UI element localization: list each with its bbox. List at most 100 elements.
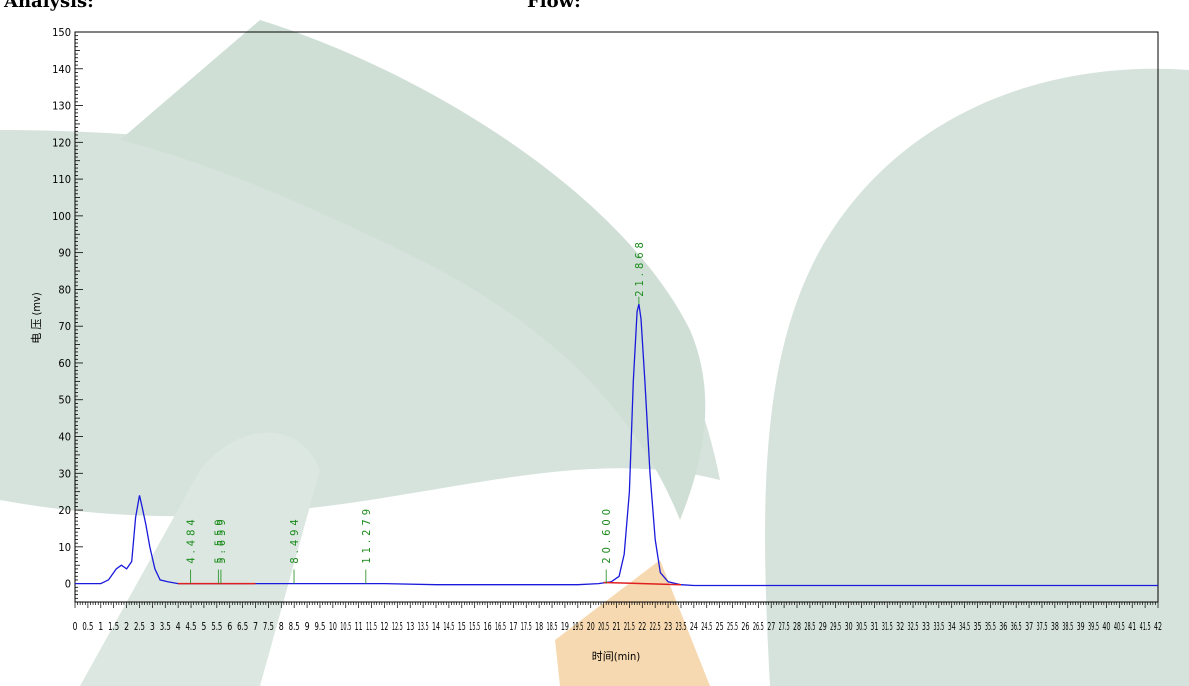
peak-label: 8.494 [288,515,301,563]
x-tick-label: 6 [227,620,232,633]
y-tick-label: 20 [58,504,71,517]
x-tick-label: 29.5 [830,620,841,633]
peak-label: 5.659 [215,515,228,563]
y-tick-label: 80 [58,283,71,296]
x-tick-label: 12 [380,620,388,633]
x-tick-label: 19 [561,620,569,633]
x-tick-label: 11.5 [366,620,377,633]
x-tick-label: 32.5 [908,620,919,633]
header-left-text: Analysis: [4,0,94,12]
x-tick-label: 36 [999,620,1007,633]
x-tick-label: 17.5 [521,620,532,633]
y-tick-label: 150 [52,26,71,39]
x-tick-label: 19.5 [572,620,583,633]
x-tick-label: 12.5 [392,620,403,633]
x-tick-label: 41.5 [1140,620,1151,633]
peak-label: 5.559 [212,515,225,563]
x-tick-label: 37.5 [1036,620,1047,633]
x-tick-label: 39 [1077,620,1085,633]
x-tick-label: 31.5 [882,620,893,633]
x-tick-label: 32 [896,620,904,633]
x-tick-label: 7 [253,620,258,633]
peak-label: 20.600 [600,505,613,564]
x-tick-label: 16.5 [495,620,506,633]
x-tick-label: 4 [176,620,181,633]
x-tick-label: 26 [741,620,749,633]
y-tick-label: 90 [58,247,71,260]
peak-label: 4.484 [185,515,198,563]
x-tick-label: 38 [1051,620,1059,633]
y-axis: 0 10 20 30 40 50 60 70 80 90 100 110 120 130 140 150 [52,26,83,603]
peak-label: 11.279 [360,505,373,564]
y-tick-label: 140 [52,63,71,76]
x-tick-label: 37 [1025,620,1033,633]
x-tick-label: 42 [1154,620,1162,633]
x-tick-label: 23.5 [675,620,686,633]
x-tick-label: 22 [638,620,646,633]
y-tick-label: 70 [58,320,71,333]
signal-trace [75,303,1158,587]
y-tick-label: 10 [58,541,71,554]
x-tick-label: 27.5 [779,620,790,633]
x-tick-label: 0 [73,620,78,633]
x-tick-label: 15.5 [469,620,480,633]
y-tick-label: 40 [58,431,71,444]
x-tick-label: 8.5 [289,620,300,633]
x-tick-label: 3 [150,620,155,633]
x-tick-label: 18 [535,620,543,633]
x-tick-label: 36.5 [1011,620,1022,633]
x-tick-label: 15 [458,620,466,633]
series-group [75,303,1158,587]
x-tick-label: 2 [124,620,129,633]
x-axis-label: 时间(min) [592,650,641,663]
x-tick-label: 21 [613,620,621,633]
x-tick-label: 9.5 [314,620,325,633]
x-tick-label: 14 [432,620,440,633]
x-tick-label: 16 [484,620,492,633]
x-axis: 0 0.5 1 1.5 2 2.5 3 3.5 4 4.5 5 5.5 6 6.5 7 7.5 8 8.5 9 9.5… [73,602,1162,633]
x-tick-label: 13 [406,620,414,633]
x-tick-label: 39.5 [1088,620,1099,633]
x-tick-label: 9 [305,620,310,633]
x-tick-label: 17 [509,620,517,633]
x-tick-label: 18.5 [547,620,558,633]
x-tick-label: 2.5 [134,620,145,633]
x-tick-label: 41 [1128,620,1136,633]
x-tick-label: 35 [974,620,982,633]
baseline-segment [603,581,682,586]
y-tick-label: 110 [52,173,71,186]
x-tick-label: 27 [767,620,775,633]
x-tick-label: 29 [819,620,827,633]
x-tick-label: 22.5 [650,620,661,633]
x-tick-label: 34 [948,620,956,633]
x-tick-label: 35.5 [985,620,996,633]
x-tick-label: 3.5 [160,620,171,633]
x-tick-label: 21.5 [624,620,635,633]
x-tick-label: 26.5 [753,620,764,633]
x-tick-label: 20.5 [598,620,609,633]
x-tick-label: 33.5 [933,620,944,633]
plot-frame [74,31,1159,603]
y-tick-label: 0 [65,578,71,591]
x-tick-label: 1.5 [108,620,119,633]
x-tick-label: 1 [98,620,103,633]
x-tick-label: 31 [870,620,878,633]
x-tick-label: 0.5 [82,620,93,633]
x-tick-label: 40.5 [1114,620,1125,633]
header-right-text: Flow: [527,0,581,12]
x-tick-label: 38.5 [1062,620,1073,633]
x-tick-label: 10.5 [340,620,351,633]
x-tick-label: 14.5 [443,620,454,633]
x-tick-label: 5.5 [211,620,222,633]
x-tick-label: 8 [279,620,284,633]
y-tick-label: 120 [52,136,71,149]
x-tick-label: 7.5 [263,620,274,633]
x-tick-label: 30.5 [856,620,867,633]
x-tick-label: 5 [201,620,206,633]
y-tick-label: 60 [58,357,71,370]
x-tick-label: 13.5 [418,620,429,633]
x-tick-label: 25.5 [727,620,738,633]
